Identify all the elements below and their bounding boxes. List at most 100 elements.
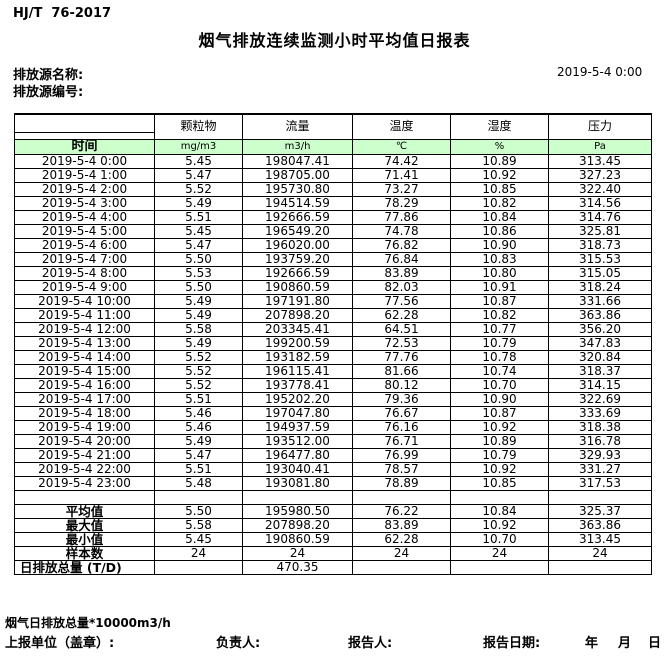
value-cell: 76.16	[352, 419, 451, 435]
value-cell: 318.73	[548, 237, 652, 253]
value-cell: 10.91	[450, 279, 549, 295]
value-cell: 10.85	[450, 181, 549, 197]
time-cell: 2019-5-4 13:00	[14, 335, 155, 351]
value-cell: 73.27	[352, 181, 451, 197]
summary-label: 最大值	[14, 517, 155, 533]
value-cell: 64.51	[352, 321, 451, 337]
value-cell: 74.42	[352, 153, 451, 169]
source-code-label: 排放源编号:	[13, 85, 84, 100]
value-cell: 10.79	[450, 447, 549, 463]
value-cell: 192666.59	[242, 209, 353, 225]
value-cell: 470.35	[242, 559, 353, 575]
value-cell: 76.82	[352, 237, 451, 253]
value-cell: 5.45	[154, 153, 243, 169]
value-cell: 194514.59	[242, 195, 353, 211]
time-cell: 2019-5-4 18:00	[14, 405, 155, 421]
value-cell: 24	[154, 545, 243, 561]
value-cell: 10.92	[450, 461, 549, 477]
source-name-label: 排放源名称:	[13, 68, 84, 83]
time-cell: 2019-5-4 1:00	[14, 167, 155, 183]
report-unit-label: 上报单位（盖章）:	[5, 636, 115, 651]
value-cell: 5.52	[154, 349, 243, 365]
value-cell: 10.84	[450, 503, 549, 519]
value-cell: 83.89	[352, 265, 451, 281]
value-cell	[450, 489, 549, 505]
value-cell: 331.27	[548, 461, 652, 477]
value-cell: 5.52	[154, 363, 243, 379]
value-cell: 10.90	[450, 391, 549, 407]
value-cell: 10.90	[450, 237, 549, 253]
value-cell: 76.71	[352, 433, 451, 449]
time-cell: 2019-5-4 2:00	[14, 181, 155, 197]
value-cell: 10.92	[450, 517, 549, 533]
time-cell	[14, 489, 155, 505]
value-cell: 5.52	[154, 377, 243, 393]
table-row: 2019-5-4 12:00 5.58 203345.41 64.51 10.77 356…	[14, 321, 652, 337]
header-row-top: 颗粒物 流量 温度 湿度 压力	[14, 113, 652, 140]
value-cell: 207898.20	[242, 307, 353, 323]
column-header-temperature: 温度	[352, 113, 451, 140]
table-row: 2019-5-4 1:00 5.47 198705.00 71.41 10.92 327.…	[14, 167, 652, 183]
value-cell	[548, 559, 652, 575]
value-cell: 10.70	[450, 531, 549, 547]
value-cell: 318.38	[548, 419, 652, 435]
time-cell: 2019-5-4 14:00	[14, 349, 155, 365]
table-row: 2019-5-4 6:00 5.47 196020.00 76.82 10.90 318.…	[14, 237, 652, 253]
value-cell: 83.89	[352, 517, 451, 533]
value-cell: 24	[352, 545, 451, 561]
value-cell: 5.47	[154, 237, 243, 253]
column-header-flow: 流量	[242, 113, 353, 140]
time-cell: 2019-5-4 3:00	[14, 195, 155, 211]
corner-cell-top	[14, 113, 155, 133]
value-cell: 10.74	[450, 363, 549, 379]
value-cell: 193512.00	[242, 433, 353, 449]
summary-label: 最小值	[14, 531, 155, 547]
value-cell: 10.78	[450, 349, 549, 365]
value-cell: 77.86	[352, 209, 451, 225]
value-cell: 10.79	[450, 335, 549, 351]
value-cell: 196477.80	[242, 447, 353, 463]
value-cell: 203345.41	[242, 321, 353, 337]
value-cell: 193040.41	[242, 461, 353, 477]
column-header-humidity: 湿度	[450, 113, 549, 140]
time-cell: 2019-5-4 17:00	[14, 391, 155, 407]
value-cell: 327.23	[548, 167, 652, 183]
value-cell: 78.29	[352, 195, 451, 211]
table-row: 2019-5-4 2:00 5.52 195730.80 73.27 10.85 322.…	[14, 181, 652, 197]
value-cell: 10.92	[450, 167, 549, 183]
value-cell: 80.12	[352, 377, 451, 393]
value-cell: 315.05	[548, 265, 652, 281]
value-cell: 5.51	[154, 391, 243, 407]
value-cell: 5.45	[154, 223, 243, 239]
table-row: 2019-5-4 22:00 5.51 193040.41 78.57 10.92 331…	[14, 461, 652, 477]
value-cell	[352, 559, 451, 575]
reporter-label: 报告人:	[348, 636, 393, 651]
standard-code: HJ/T 76-2017	[13, 6, 112, 21]
value-cell	[154, 489, 243, 505]
unit-pressure: Pa	[548, 138, 652, 155]
value-cell: 313.45	[548, 153, 652, 169]
value-cell: 5.49	[154, 293, 243, 309]
table-row: 2019-5-4 20:00 5.49 193512.00 76.71 10.89 316…	[14, 433, 652, 449]
value-cell: 192666.59	[242, 265, 353, 281]
value-cell: 5.51	[154, 461, 243, 477]
table-row: 2019-5-4 3:00 5.49 194514.59 78.29 10.82 314.…	[14, 195, 652, 211]
unit-flow: m3/h	[242, 138, 353, 155]
value-cell: 198047.41	[242, 153, 353, 169]
value-cell: 356.20	[548, 321, 652, 337]
value-cell: 207898.20	[242, 517, 353, 533]
value-cell: 77.56	[352, 293, 451, 309]
value-cell: 5.53	[154, 265, 243, 281]
value-cell: 76.84	[352, 251, 451, 267]
unit-humidity: %	[450, 138, 549, 155]
time-cell: 2019-5-4 10:00	[14, 293, 155, 309]
value-cell: 320.84	[548, 349, 652, 365]
time-cell: 2019-5-4 6:00	[14, 237, 155, 253]
signature-line: 上报单位（盖章）: 负责人: 报告人: 报告日期: 年 月 日	[0, 632, 669, 651]
responsible-label: 负责人:	[216, 636, 261, 651]
value-cell: 193759.20	[242, 251, 353, 267]
value-cell: 76.99	[352, 447, 451, 463]
value-cell: 62.28	[352, 531, 451, 547]
value-cell: 5.49	[154, 433, 243, 449]
